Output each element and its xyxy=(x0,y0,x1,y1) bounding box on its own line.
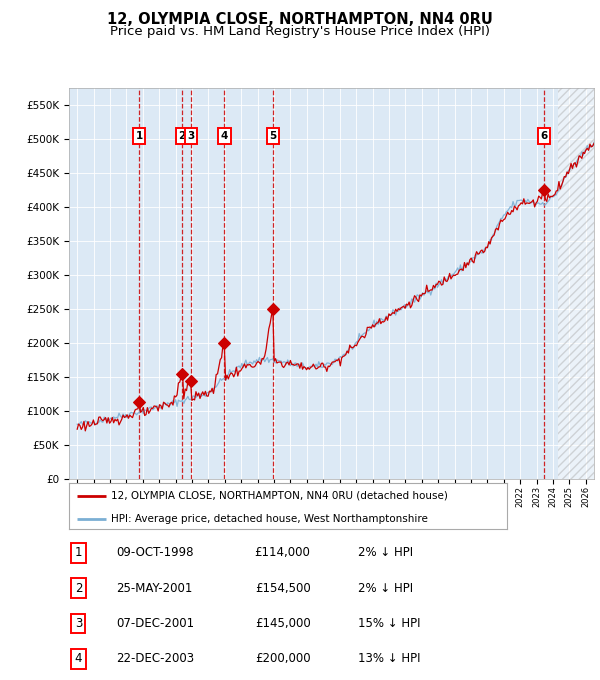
Bar xyxy=(558,88,594,479)
Text: 3: 3 xyxy=(75,617,82,630)
Text: 07-DEC-2001: 07-DEC-2001 xyxy=(116,617,194,630)
Text: £145,000: £145,000 xyxy=(255,617,311,630)
Text: 25-MAY-2001: 25-MAY-2001 xyxy=(116,581,193,595)
Point xyxy=(220,338,229,349)
Text: 15% ↓ HPI: 15% ↓ HPI xyxy=(358,617,420,630)
Text: £200,000: £200,000 xyxy=(255,652,311,666)
Text: 12, OLYMPIA CLOSE, NORTHAMPTON, NN4 0RU (detached house): 12, OLYMPIA CLOSE, NORTHAMPTON, NN4 0RU … xyxy=(110,491,448,500)
Text: £154,500: £154,500 xyxy=(255,581,311,595)
Text: 5: 5 xyxy=(269,131,277,141)
Text: 2: 2 xyxy=(75,581,82,595)
Text: 4: 4 xyxy=(75,652,82,666)
Text: 1: 1 xyxy=(75,546,82,560)
Point xyxy=(178,369,187,379)
Text: Price paid vs. HM Land Registry's House Price Index (HPI): Price paid vs. HM Land Registry's House … xyxy=(110,25,490,38)
Text: £114,000: £114,000 xyxy=(254,546,311,560)
Point xyxy=(539,185,549,196)
Text: 22-DEC-2003: 22-DEC-2003 xyxy=(116,652,194,666)
Text: 2% ↓ HPI: 2% ↓ HPI xyxy=(358,581,413,595)
Point xyxy=(186,375,196,386)
Text: 3: 3 xyxy=(187,131,194,141)
Text: 1: 1 xyxy=(136,131,143,141)
Text: 2: 2 xyxy=(179,131,186,141)
Text: 4: 4 xyxy=(221,131,228,141)
Text: 13% ↓ HPI: 13% ↓ HPI xyxy=(358,652,420,666)
Text: HPI: Average price, detached house, West Northamptonshire: HPI: Average price, detached house, West… xyxy=(110,514,427,524)
Text: 2% ↓ HPI: 2% ↓ HPI xyxy=(358,546,413,560)
Point xyxy=(134,396,144,407)
Point xyxy=(268,304,278,315)
Text: 6: 6 xyxy=(541,131,548,141)
Text: 12, OLYMPIA CLOSE, NORTHAMPTON, NN4 0RU: 12, OLYMPIA CLOSE, NORTHAMPTON, NN4 0RU xyxy=(107,12,493,27)
Text: 09-OCT-1998: 09-OCT-1998 xyxy=(116,546,194,560)
